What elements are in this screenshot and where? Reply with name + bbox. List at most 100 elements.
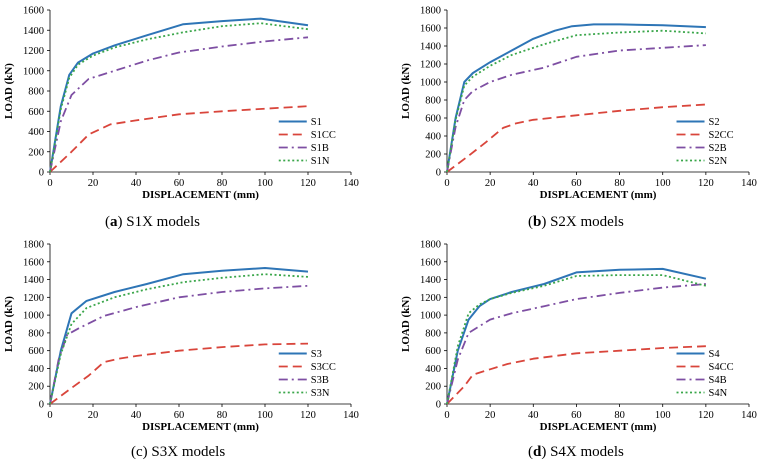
x-tick-label: 0 (47, 410, 52, 421)
chart-panel-d: 0 200 400 600 800 1000 1200 1400 1600 1800 0 20 40 60… (400, 240, 757, 434)
y-tick-label: 800 (28, 328, 44, 339)
legend-label-s4n: S4N (709, 388, 728, 399)
y-tick-label: 200 (28, 147, 44, 158)
series-line-s2cc (446, 103, 706, 173)
x-axis-label: DISPLACEMENT (mm) (540, 189, 657, 201)
legend-label-s3n: S3N (311, 388, 330, 399)
x-tick-label: 120 (698, 178, 714, 189)
y-axis-label: LOAD (kN) (3, 63, 15, 119)
series-line-s3n (49, 273, 309, 405)
x-tick-label: 100 (257, 178, 273, 189)
series-line-s2n (446, 29, 706, 173)
y-tick-label: 1000 (23, 311, 44, 322)
y-tick-label: 600 (28, 346, 44, 357)
caption-a-text: S1X models (126, 214, 201, 230)
y-tick-label: 0 (436, 400, 441, 411)
x-tick-label: 100 (655, 410, 671, 421)
y-axis-label: LOAD (kN) (400, 63, 412, 119)
y-tick-label: 1200 (420, 293, 441, 304)
x-tick-label: 40 (131, 410, 142, 421)
legend-label-s4b: S4B (709, 375, 727, 386)
x-tick-label: 0 (444, 410, 449, 421)
y-tick-label: 600 (425, 346, 441, 357)
chart-panel-c: 0 200 400 600 800 1000 1200 1400 1600 1800 0 20 40 60… (3, 240, 359, 434)
caption-b: (b) S2X models (528, 214, 624, 230)
caption-d: (d) S4X models (528, 444, 624, 460)
x-tick-label: 20 (485, 410, 496, 421)
x-tick-label: 20 (88, 410, 99, 421)
series-line-s3cc (49, 342, 309, 405)
y-tick-label: 1200 (23, 46, 44, 57)
series-line-s4cc (446, 345, 706, 405)
y-tick-label: 1600 (420, 24, 441, 35)
chart-panel-a: 0 200 400 600 800 1000 1200 1400 1600 0 20 40 60 80 10… (3, 6, 359, 202)
series-line-s4b (446, 283, 706, 405)
x-tick-label: 140 (343, 410, 359, 421)
x-tick-label: 80 (217, 410, 228, 421)
y-tick-label: 1200 (420, 60, 441, 71)
x-tick-label: 100 (257, 410, 273, 421)
x-tick-label: 80 (614, 178, 625, 189)
caption-a: (a) S1X models (105, 214, 201, 230)
y-tick-label: 600 (425, 114, 441, 125)
y-tick-label: 200 (425, 382, 441, 393)
y-tick-label: 0 (436, 168, 441, 179)
legend-label-s2cc: S2CC (709, 130, 734, 141)
caption-c-text: S3X models (151, 444, 226, 460)
x-axis-label: DISPLACEMENT (mm) (142, 189, 259, 201)
x-tick-label: 60 (571, 410, 582, 421)
legend-label-s3b: S3B (311, 375, 329, 386)
x-tick-label: 40 (131, 178, 142, 189)
x-tick-label: 120 (698, 410, 714, 421)
legend-label-s3cc: S3CC (311, 362, 336, 373)
legend-label-s1: S1 (311, 117, 322, 128)
y-tick-label: 1600 (23, 6, 44, 17)
y-tick-label: 800 (28, 87, 44, 98)
legend-label-s3: S3 (311, 349, 322, 360)
x-tick-label: 140 (343, 178, 359, 189)
legend-label-s1n: S1N (311, 156, 330, 167)
y-tick-label: 400 (425, 132, 441, 143)
y-tick-label: 1400 (420, 275, 441, 286)
x-tick-label: 0 (47, 178, 52, 189)
y-tick-label: 1800 (23, 240, 44, 251)
x-tick-label: 80 (614, 410, 625, 421)
series-line-s1cc (49, 105, 309, 173)
caption-d-letter: d (533, 444, 542, 460)
y-tick-label: 400 (28, 364, 44, 375)
y-tick-label: 600 (28, 107, 44, 118)
x-tick-label: 100 (655, 178, 671, 189)
legend-label-s2n: S2N (709, 156, 728, 167)
y-tick-label: 400 (28, 127, 44, 138)
legend-label-s1cc: S1CC (311, 130, 336, 141)
series-line-s4 (446, 267, 707, 405)
y-tick-label: 200 (28, 382, 44, 393)
x-tick-label: 120 (300, 178, 316, 189)
y-tick-label: 1400 (420, 42, 441, 53)
caption-c: (c) S3X models (131, 444, 226, 460)
caption-b-letter: b (533, 214, 542, 230)
y-tick-label: 1000 (420, 311, 441, 322)
y-tick-label: 0 (39, 168, 44, 179)
x-tick-label: 40 (528, 178, 539, 189)
x-tick-label: 60 (174, 410, 185, 421)
caption-c-letter: c (136, 444, 143, 460)
x-tick-label: 20 (485, 178, 496, 189)
x-axis-label: DISPLACEMENT (mm) (142, 421, 259, 433)
x-tick-label: 80 (217, 178, 228, 189)
y-tick-label: 400 (425, 364, 441, 375)
x-tick-label: 120 (300, 410, 316, 421)
y-tick-label: 200 (425, 150, 441, 161)
x-tick-label: 40 (528, 410, 539, 421)
caption-b-text: S2X models (550, 214, 624, 230)
y-tick-label: 1600 (23, 257, 44, 268)
caption-a-letter: a (110, 214, 118, 230)
series-line-s1 (49, 17, 309, 173)
x-tick-label: 140 (741, 178, 757, 189)
y-tick-label: 1800 (420, 6, 441, 17)
y-tick-label: 1800 (420, 240, 441, 251)
y-tick-label: 800 (425, 328, 441, 339)
chart-panel-b: 0 200 400 600 800 1000 1200 1400 1600 1800 0 20 40 60… (400, 6, 757, 202)
